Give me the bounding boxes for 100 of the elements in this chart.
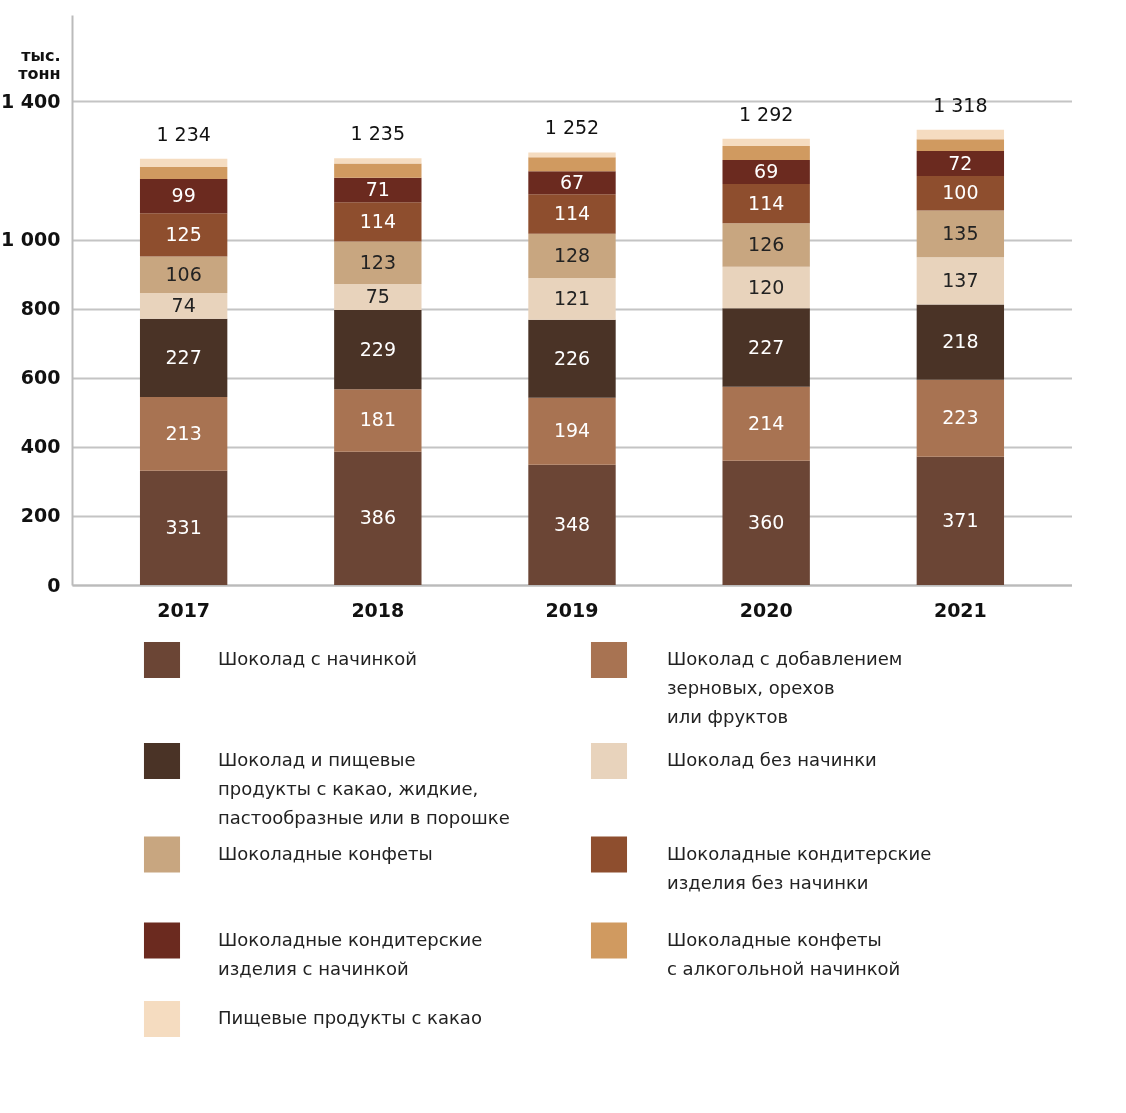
x-tick-label: 2018 [351, 598, 405, 621]
data-label: 386 [359, 506, 396, 529]
data-label: 227 [165, 345, 202, 368]
bar [916, 129, 1005, 140]
y-tick-label: 800 [20, 297, 61, 320]
x-tick-label: 2019 [545, 598, 599, 621]
bar [722, 138, 810, 146]
bar [528, 233, 616, 278]
bar [722, 183, 810, 224]
total-label: 1 235 [350, 122, 406, 145]
data-label: 226 [553, 346, 591, 369]
x-tick-label: 2017 [157, 598, 211, 621]
data-label: 114 [748, 191, 785, 214]
data-label: 371 [942, 508, 979, 531]
legend-label: Шоколад без начинки [667, 749, 877, 770]
x-tick-label: 2020 [739, 598, 793, 621]
bar [916, 139, 1005, 152]
bar [916, 257, 1005, 305]
bar [334, 202, 422, 242]
bar [528, 171, 616, 195]
data-label: 72 [948, 151, 973, 174]
y-tick-label: 600 [20, 366, 61, 389]
data-label: 120 [748, 275, 785, 298]
bar [528, 464, 616, 585]
bar [334, 177, 422, 203]
bar [916, 210, 1005, 258]
data-label: 114 [359, 209, 396, 232]
bar [916, 304, 1005, 380]
legend-label: Шоколад с начинкой [218, 648, 417, 669]
x-tick-label: 2021 [933, 598, 987, 621]
data-label: 227 [748, 335, 785, 358]
data-label: 181 [359, 408, 396, 431]
data-label: 194 [553, 419, 591, 442]
bar [528, 194, 616, 234]
data-label: 213 [165, 421, 202, 444]
bar [139, 179, 228, 214]
bar [722, 266, 810, 309]
bar [528, 397, 616, 465]
bar [334, 158, 422, 164]
legend-label: Шоколадные кондитерские изделия без начинки [667, 842, 932, 893]
data-label: 100 [942, 181, 979, 204]
bar [722, 160, 810, 184]
bar [139, 256, 228, 294]
y-tick-label: 0 [47, 573, 61, 596]
bar [334, 451, 422, 585]
bar [528, 152, 616, 158]
data-label: 360 [748, 510, 785, 533]
data-label: 214 [748, 411, 785, 434]
data-label: 135 [942, 221, 979, 244]
bar [139, 158, 228, 167]
data-label: 121 [553, 286, 591, 309]
data-label: 348 [553, 512, 591, 535]
y-axis-title: тыс. тонн [18, 45, 61, 83]
data-label: 106 [165, 262, 202, 285]
bar [139, 318, 228, 398]
data-label: 99 [171, 184, 196, 207]
y-tick-label: 1 400 [1, 89, 61, 112]
total-label: 1 318 [933, 93, 988, 116]
data-label: 69 [754, 160, 779, 183]
bar [528, 319, 616, 398]
total-label: 1 292 [738, 102, 794, 125]
legend-label: Шоколад с добавлением зерновых, орехов или фруктов [667, 648, 903, 727]
data-label: 71 [365, 177, 390, 200]
y-tick-label: 1 000 [1, 228, 61, 251]
bar [528, 157, 616, 172]
bar [334, 163, 422, 178]
bar [916, 456, 1005, 585]
bar [722, 308, 810, 387]
data-label: 125 [165, 222, 202, 245]
data-label: 126 [748, 233, 785, 256]
bar [139, 293, 228, 319]
bar [334, 284, 422, 311]
bar [334, 241, 422, 285]
total-label: 1 252 [544, 116, 600, 139]
bar [139, 470, 228, 585]
legend-label: Шоколад и пищевые продукты с какао, жидкие, пастообразные или в порошке [218, 749, 510, 828]
bar [139, 167, 228, 180]
data-label: 123 [359, 250, 396, 273]
bar [916, 175, 1005, 211]
legend-label: Шоколадные конфеты [218, 842, 433, 864]
y-tick-label: 400 [20, 435, 61, 458]
bar [139, 397, 228, 471]
data-label: 331 [165, 515, 202, 538]
bar [916, 379, 1005, 457]
bar [139, 213, 228, 257]
data-label: 137 [942, 268, 979, 291]
bar [334, 389, 422, 452]
bar [334, 310, 422, 390]
bar [916, 151, 1005, 176]
data-label: 74 [171, 293, 196, 316]
data-label: 114 [553, 201, 591, 224]
y-tick-label: 200 [20, 504, 61, 527]
bar [528, 277, 616, 320]
data-label: 75 [365, 285, 390, 308]
bar [722, 460, 810, 585]
legend-label: Шоколадные конфеты с алкогольной начинкой [667, 928, 901, 979]
data-label: 218 [942, 330, 979, 353]
data-label: 229 [359, 337, 396, 360]
bar [722, 223, 810, 267]
legend-label: Пищевые продукты с какао [218, 1007, 482, 1028]
